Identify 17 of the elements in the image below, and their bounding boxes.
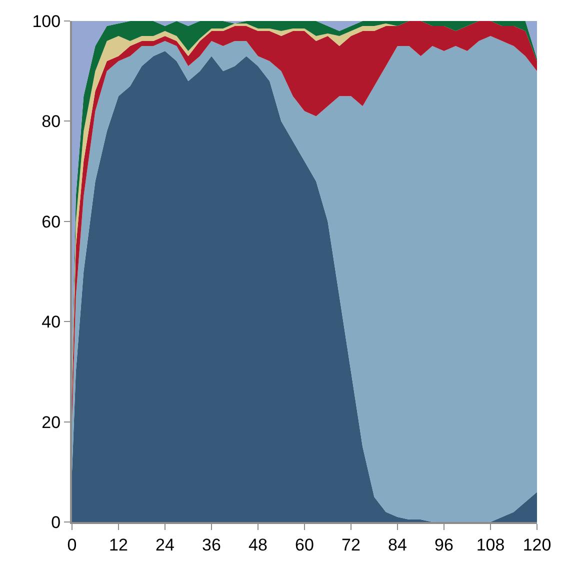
x-tick-label: 12 [109, 535, 128, 554]
x-tick-label: 0 [67, 535, 77, 554]
x-tick-label: 36 [202, 535, 221, 554]
y-tick-label: 40 [42, 312, 61, 332]
x-tick-label: 120 [522, 535, 552, 554]
y-tick-label: 60 [42, 212, 61, 232]
x-tick-label: 48 [248, 535, 268, 554]
y-tick-label: 0 [51, 512, 61, 532]
y-tick-label: 80 [42, 112, 61, 132]
x-tick-label: 84 [388, 535, 407, 554]
x-tick-label: 96 [434, 535, 454, 554]
x-tick-label: 108 [476, 535, 505, 554]
y-tick-label: 100 [32, 12, 61, 31]
x-tick-label: 24 [156, 535, 174, 554]
y-tick-label: 20 [42, 412, 61, 432]
x-tick-label: 72 [342, 535, 360, 554]
x-tick-label: 60 [295, 535, 314, 554]
